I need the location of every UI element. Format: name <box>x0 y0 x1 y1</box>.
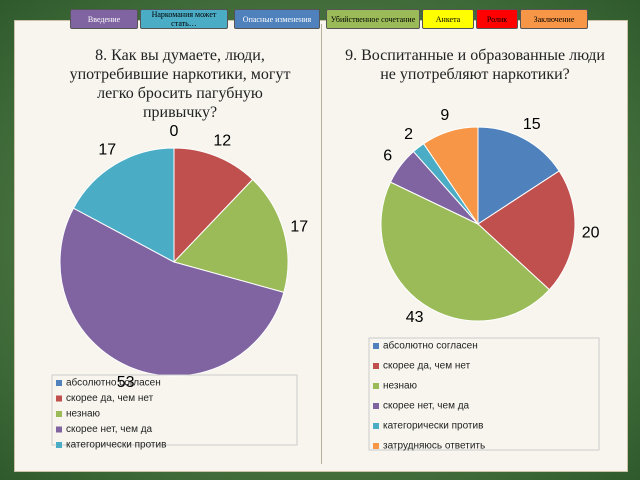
legend-box <box>368 337 600 451</box>
data-label: 43 <box>406 309 424 326</box>
pie-slice <box>477 170 576 291</box>
legend-swatch <box>56 380 62 386</box>
pie-slice <box>477 126 560 225</box>
pie-slice <box>72 147 175 263</box>
legend-label: скорее нет, чем да <box>66 424 153 435</box>
nav-button[interactable]: Заключение <box>520 9 588 29</box>
nav-button[interactable]: Введение <box>70 9 138 29</box>
data-label: 2 <box>404 126 413 143</box>
nav-button[interactable]: Убийственное сочетание <box>326 9 420 29</box>
legend-box <box>51 374 298 446</box>
legend-swatch <box>56 411 62 417</box>
legend-label: скорее нет, чем да <box>383 401 470 412</box>
nav-button[interactable]: Наркомания может стать… <box>140 9 228 29</box>
data-label: 15 <box>523 116 541 133</box>
data-label: 9 <box>440 107 449 124</box>
pie-slice <box>173 178 289 293</box>
legend-label: категорически против <box>383 421 483 432</box>
legend-swatch <box>56 442 62 448</box>
legend-label: скорее да, чем нет <box>383 361 471 372</box>
legend-label: скорее да, чем нет <box>66 393 154 404</box>
legend-swatch <box>373 343 379 349</box>
pie-slice <box>380 181 551 322</box>
data-label: 6 <box>383 147 392 164</box>
data-label: 20 <box>582 225 600 242</box>
legend-label: незнаю <box>383 381 418 392</box>
data-label: 17 <box>98 142 116 159</box>
legend-swatch <box>56 395 62 402</box>
legend-label: категорически против <box>66 440 166 451</box>
data-label: 17 <box>290 219 308 236</box>
legend-swatch <box>56 426 62 433</box>
chart-title: 8. Как вы думаете, люди, употребившие на… <box>69 47 291 121</box>
nav-button[interactable]: Ролик <box>476 9 518 29</box>
data-label: 53 <box>117 374 135 391</box>
data-label: 12 <box>213 133 231 150</box>
pie-slice <box>173 147 254 264</box>
legend-swatch <box>373 423 379 429</box>
data-label: 0 <box>170 123 179 140</box>
pie-slice <box>422 126 479 226</box>
pie-slice <box>59 207 285 377</box>
legend-swatch <box>373 403 379 409</box>
chart-title: 9. Воспитанные и образованные люди не уп… <box>345 47 605 83</box>
legend-swatch <box>373 443 379 449</box>
legend-label: абсолютно согласен <box>383 340 478 352</box>
legend-label: абсолютно согласен <box>66 377 161 389</box>
nav-button[interactable]: Анкета <box>422 9 474 29</box>
nav-button[interactable]: Опасные изменения <box>234 9 320 29</box>
divider <box>321 24 322 464</box>
legend-label: затрудняюсь ответить <box>383 441 485 452</box>
legend-swatch <box>373 383 379 389</box>
legend-swatch <box>373 363 379 369</box>
legend-label: незнаю <box>66 409 101 420</box>
